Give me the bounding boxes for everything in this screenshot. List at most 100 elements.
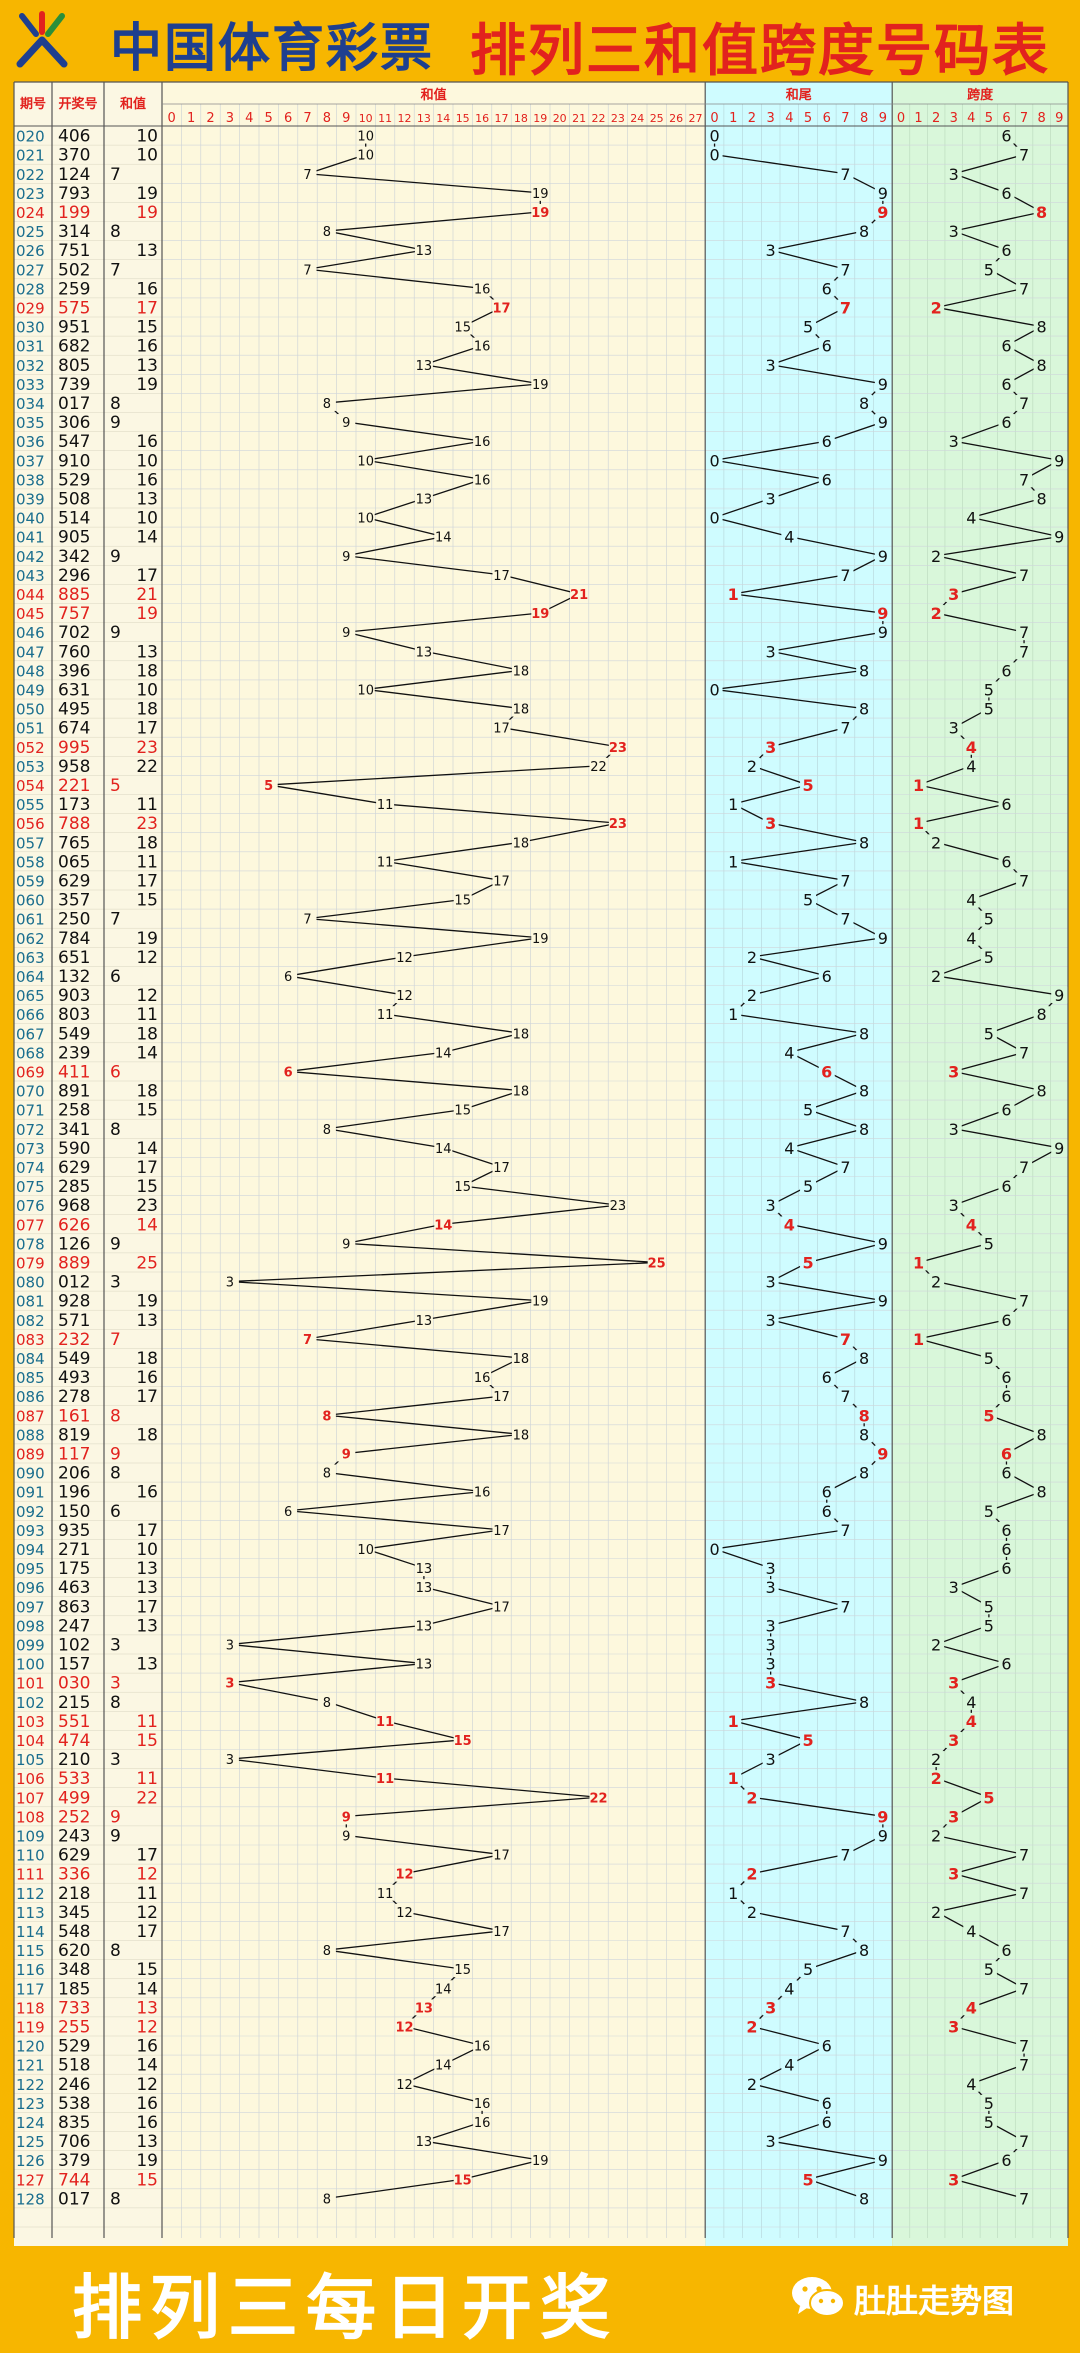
sum-point: 8 — [323, 2192, 331, 2207]
sum-tick-label: 20 — [553, 112, 567, 125]
issue-number: 080 — [16, 1274, 45, 1292]
issue-number: 102 — [16, 1694, 45, 1712]
span-point: 6 — [1001, 1387, 1011, 1406]
sum-point-bg — [414, 1655, 433, 1672]
sum-tick-label: 19 — [533, 112, 547, 125]
sum-value: 16 — [136, 1483, 158, 1503]
tail-point: 8 — [859, 222, 869, 241]
span-point: 5 — [984, 1960, 994, 1979]
span-point-bg — [998, 1445, 1015, 1462]
span-point: 7 — [1019, 1158, 1029, 1177]
sum-value: 18 — [136, 1425, 158, 1445]
tail-point: 6 — [822, 279, 832, 298]
tail-point-bg — [762, 1560, 779, 1577]
issue-number: 022 — [16, 166, 45, 184]
tail-point: 1 — [728, 1769, 739, 1788]
draw-number: 547 — [58, 432, 90, 452]
issue-number: 078 — [16, 1235, 45, 1253]
sum-point: 13 — [416, 645, 433, 660]
tail-point-bg — [818, 2113, 835, 2130]
tail-point-bg — [800, 2171, 817, 2188]
span-point-bg — [928, 1273, 945, 1290]
draw-number: 739 — [58, 375, 90, 395]
span-point: 2 — [931, 1769, 942, 1788]
sum-point-bg — [279, 1502, 298, 1519]
header-span-section: 跨度 — [967, 87, 994, 103]
draw-number: 529 — [58, 2037, 90, 2057]
sum-point: 18 — [513, 1085, 530, 1100]
tail-point: 9 — [878, 1292, 888, 1311]
sum-point: 18 — [513, 1352, 530, 1367]
sum-point: 17 — [493, 569, 510, 584]
span-point: 4 — [966, 1215, 977, 1234]
sum-value: 3 — [110, 1273, 121, 1293]
span-point-bg — [1051, 1139, 1068, 1156]
span-point-bg — [910, 1330, 927, 1347]
sum-value: 17 — [136, 719, 158, 739]
sum-point: 25 — [648, 1256, 666, 1271]
span-point-bg — [963, 1999, 980, 2016]
issue-number: 099 — [16, 1636, 45, 1654]
issue-number: 118 — [16, 1999, 45, 2017]
span-point: 6 — [1001, 184, 1011, 203]
span-point-bg — [928, 1827, 945, 1844]
sum-point: 21 — [570, 588, 588, 603]
sum-point: 7 — [303, 263, 311, 278]
tail-point: 6 — [822, 1502, 832, 1521]
sum-point-bg — [531, 1292, 550, 1309]
draw-number: 271 — [58, 1540, 90, 1560]
sum-point: 17 — [493, 1849, 510, 1864]
span-point-bg — [945, 1579, 962, 1596]
tail-point: 3 — [766, 1635, 776, 1654]
tail-point-bg — [762, 1674, 779, 1691]
sum-tick-label: 11 — [378, 112, 392, 125]
tail-point-bg — [706, 127, 723, 144]
issue-number: 106 — [16, 1770, 45, 1788]
span-point-bg — [945, 223, 962, 240]
issue-number: 122 — [16, 2076, 45, 2094]
tail-tick-label: 3 — [767, 111, 775, 126]
tail-point-bg — [837, 1598, 854, 1615]
tail-point: 8 — [859, 2189, 869, 2208]
tail-point: 7 — [840, 165, 850, 184]
sum-point: 12 — [396, 1906, 413, 1921]
span-point: 6 — [1001, 2151, 1011, 2170]
tail-point-bg — [874, 1292, 891, 1309]
issue-number: 032 — [16, 357, 45, 375]
sum-point-bg — [376, 796, 395, 813]
sum-value: 3 — [110, 1674, 121, 1694]
sum-point-bg — [395, 2075, 414, 2092]
draw-number: 863 — [58, 1597, 90, 1617]
tail-point: 2 — [747, 1903, 757, 1922]
sum-point-bg — [434, 1044, 453, 1061]
sum-point: 14 — [435, 1046, 452, 1061]
sum-value: 21 — [136, 585, 158, 605]
span-point-bg — [928, 1770, 945, 1787]
span-point-bg — [963, 757, 980, 774]
sum-tick-label: 12 — [398, 112, 412, 125]
span-point: 6 — [1001, 1655, 1011, 1674]
sum-point: 13 — [416, 1658, 433, 1673]
tail-point: 8 — [859, 700, 869, 719]
issue-number: 026 — [16, 242, 45, 260]
span-point-bg — [1016, 2133, 1033, 2150]
sum-point-bg — [317, 223, 336, 240]
issue-number: 066 — [16, 1006, 45, 1024]
span-point-bg — [963, 509, 980, 526]
span-tick-label: 9 — [1055, 111, 1063, 126]
issue-number: 057 — [16, 834, 45, 852]
span-point: 6 — [1001, 1521, 1011, 1540]
tail-point: 8 — [859, 1941, 869, 1960]
sum-tick-label: 26 — [669, 112, 683, 125]
sum-point: 10 — [357, 149, 374, 164]
tail-point-bg — [856, 394, 873, 411]
draw-number: 126 — [58, 1234, 90, 1254]
span-point-bg — [928, 1903, 945, 1920]
sum-value: 13 — [136, 356, 158, 376]
draw-number: 968 — [58, 1196, 90, 1216]
tail-point: 3 — [766, 642, 776, 661]
span-point-bg — [945, 1063, 962, 1080]
span-point: 6 — [1001, 1941, 1011, 1960]
span-point-bg — [980, 1235, 997, 1252]
